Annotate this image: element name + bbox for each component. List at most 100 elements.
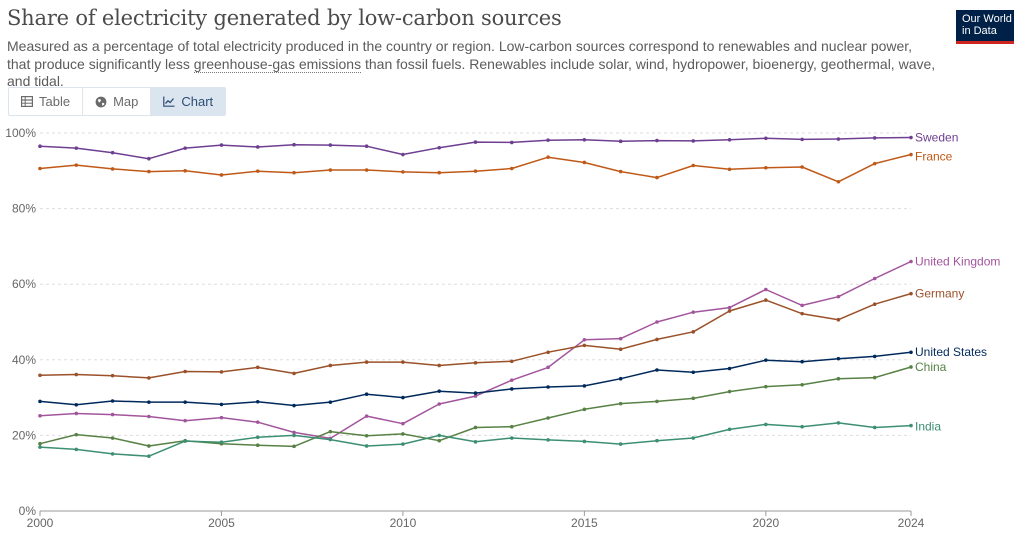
series-line-france[interactable] xyxy=(39,153,912,183)
data-point-united-kingdom[interactable] xyxy=(183,418,187,423)
series-label-sweden[interactable]: Sweden xyxy=(915,131,958,145)
data-point-india[interactable] xyxy=(292,433,296,438)
data-point-sweden[interactable] xyxy=(872,136,877,140)
data-point-germany[interactable] xyxy=(582,343,587,348)
data-point-india[interactable] xyxy=(110,452,115,456)
data-point-india[interactable] xyxy=(727,427,732,432)
data-point-united-kingdom[interactable] xyxy=(74,411,79,416)
data-point-germany[interactable] xyxy=(219,370,224,374)
data-point-china[interactable] xyxy=(727,389,732,394)
data-point-china[interactable] xyxy=(292,444,296,449)
data-point-india[interactable] xyxy=(74,447,79,452)
data-point-france[interactable] xyxy=(800,165,804,169)
data-point-france[interactable] xyxy=(909,152,913,157)
data-point-sweden[interactable] xyxy=(292,142,296,147)
data-point-united-kingdom[interactable] xyxy=(147,414,151,419)
data-point-germany[interactable] xyxy=(328,363,333,368)
data-point-united-kingdom[interactable] xyxy=(872,276,877,281)
data-point-france[interactable] xyxy=(655,175,659,180)
data-point-germany[interactable] xyxy=(255,365,260,370)
data-point-france[interactable] xyxy=(219,173,224,177)
data-point-india[interactable] xyxy=(437,433,442,438)
data-point-sweden[interactable] xyxy=(618,139,623,144)
data-point-united-states[interactable] xyxy=(691,370,696,375)
data-point-germany[interactable] xyxy=(437,363,442,368)
data-point-united-states[interactable] xyxy=(582,384,587,388)
data-point-sweden[interactable] xyxy=(836,137,841,141)
data-point-sweden[interactable] xyxy=(74,146,79,150)
data-point-sweden[interactable] xyxy=(546,138,550,142)
data-point-germany[interactable] xyxy=(74,372,79,377)
data-point-india[interactable] xyxy=(255,435,260,440)
data-point-germany[interactable] xyxy=(110,373,115,378)
data-point-united-kingdom[interactable] xyxy=(292,430,296,435)
data-point-india[interactable] xyxy=(473,440,478,444)
data-point-united-states[interactable] xyxy=(764,358,768,362)
data-point-united-kingdom[interactable] xyxy=(401,421,405,426)
data-point-united-kingdom[interactable] xyxy=(38,413,42,418)
data-point-germany[interactable] xyxy=(364,360,369,364)
data-point-united-states[interactable] xyxy=(872,354,877,359)
data-point-united-kingdom[interactable] xyxy=(110,412,115,417)
data-point-sweden[interactable] xyxy=(38,144,42,149)
data-point-united-kingdom[interactable] xyxy=(437,402,442,406)
data-point-india[interactable] xyxy=(800,424,804,429)
data-point-united-states[interactable] xyxy=(401,395,405,400)
data-point-china[interactable] xyxy=(764,384,768,389)
data-point-france[interactable] xyxy=(110,167,115,171)
data-point-china[interactable] xyxy=(38,441,42,446)
data-point-china[interactable] xyxy=(800,382,804,387)
data-point-france[interactable] xyxy=(401,170,405,174)
series-line-germany[interactable] xyxy=(39,292,912,379)
data-point-china[interactable] xyxy=(509,424,514,429)
series-label-united-kingdom[interactable]: United Kingdom xyxy=(915,255,1000,269)
data-point-germany[interactable] xyxy=(147,376,151,380)
data-point-sweden[interactable] xyxy=(655,138,659,143)
data-point-china[interactable] xyxy=(473,425,478,430)
data-point-united-states[interactable] xyxy=(800,359,804,364)
data-point-sweden[interactable] xyxy=(437,145,442,150)
data-point-united-states[interactable] xyxy=(292,403,296,408)
data-point-india[interactable] xyxy=(836,421,841,425)
data-point-china[interactable] xyxy=(618,401,623,406)
data-point-united-kingdom[interactable] xyxy=(655,320,659,324)
data-point-united-states[interactable] xyxy=(509,387,514,391)
data-point-united-states[interactable] xyxy=(836,356,841,361)
data-point-india[interactable] xyxy=(509,436,514,440)
data-point-united-states[interactable] xyxy=(110,399,115,403)
data-point-sweden[interactable] xyxy=(800,137,804,142)
data-point-france[interactable] xyxy=(437,170,442,175)
data-point-united-states[interactable] xyxy=(219,402,224,407)
data-point-united-kingdom[interactable] xyxy=(364,414,369,418)
data-point-united-states[interactable] xyxy=(74,402,79,407)
data-point-china[interactable] xyxy=(328,429,333,434)
data-point-china[interactable] xyxy=(147,444,151,448)
data-point-sweden[interactable] xyxy=(110,150,115,155)
data-point-india[interactable] xyxy=(219,440,224,445)
data-point-france[interactable] xyxy=(328,168,333,172)
data-point-united-kingdom[interactable] xyxy=(800,303,804,308)
tab-chart[interactable]: Chart xyxy=(150,88,226,115)
data-point-germany[interactable] xyxy=(618,347,623,352)
data-point-germany[interactable] xyxy=(800,311,804,316)
data-point-india[interactable] xyxy=(618,442,623,446)
data-point-china[interactable] xyxy=(582,407,587,412)
series-label-france[interactable]: France xyxy=(915,150,953,164)
data-point-germany[interactable] xyxy=(183,369,187,374)
data-point-sweden[interactable] xyxy=(909,135,913,140)
data-point-germany[interactable] xyxy=(655,337,659,342)
data-point-india[interactable] xyxy=(183,439,187,443)
data-point-france[interactable] xyxy=(546,155,550,159)
data-point-sweden[interactable] xyxy=(219,143,224,147)
data-point-india[interactable] xyxy=(764,422,768,427)
data-point-sweden[interactable] xyxy=(328,143,333,147)
data-point-germany[interactable] xyxy=(509,359,514,364)
data-point-india[interactable] xyxy=(691,436,696,440)
data-point-germany[interactable] xyxy=(546,350,550,355)
ghg-emissions-link[interactable]: greenhouse-gas emissions xyxy=(193,55,362,73)
owid-logo[interactable]: Our World in Data xyxy=(956,10,1014,44)
data-point-united-kingdom[interactable] xyxy=(836,294,841,299)
data-point-germany[interactable] xyxy=(401,360,405,364)
tab-map[interactable]: Map xyxy=(82,88,150,115)
data-point-united-kingdom[interactable] xyxy=(764,287,768,292)
